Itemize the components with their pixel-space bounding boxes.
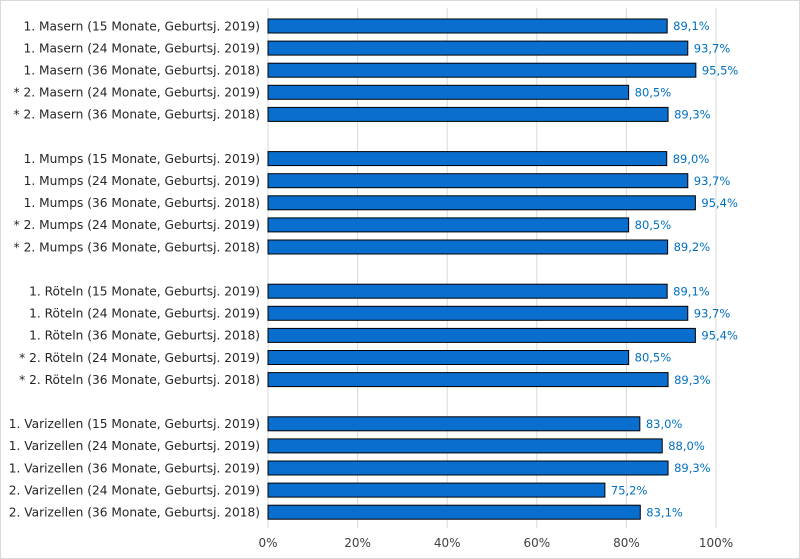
value-label: 93,7% — [694, 174, 731, 188]
value-label: 89,1% — [673, 19, 710, 33]
category-label: 1. Röteln (36 Monate, Geburtsj. 2018) — [29, 329, 260, 343]
category-label: 2. Varizellen (36 Monate, Geburtsj. 2018… — [9, 506, 260, 520]
bar — [267, 106, 669, 122]
x-tick-label: 80% — [613, 536, 640, 550]
bar — [267, 151, 668, 167]
value-label: 89,3% — [674, 461, 711, 475]
bar — [267, 350, 630, 365]
value-label: 75,2% — [611, 483, 648, 497]
value-label: 80,5% — [635, 218, 672, 232]
category-label: * 2. Masern (36 Monate, Geburtsj. 2018) — [14, 108, 260, 122]
category-label: 1. Varizellen (36 Monate, Geburtsj. 2019… — [9, 461, 260, 475]
bar — [267, 504, 641, 520]
category-label: 1. Masern (24 Monate, Geburtsj. 2019) — [23, 41, 260, 55]
x-tick-label: 20% — [344, 536, 371, 550]
bar — [267, 239, 669, 255]
x-tick-label: 100% — [699, 536, 733, 550]
value-label: 95,4% — [701, 196, 738, 210]
category-label: 1. Varizellen (15 Monate, Geburtsj. 2019… — [9, 417, 260, 431]
value-label: 80,5% — [635, 351, 672, 365]
value-label: 93,7% — [694, 41, 731, 55]
bar — [267, 18, 668, 34]
value-label: 89,0% — [673, 152, 710, 166]
bar — [267, 195, 696, 211]
value-label: 95,4% — [701, 329, 738, 343]
category-label: * 2. Röteln (24 Monate, Geburtsj. 2019) — [19, 351, 260, 365]
bar — [267, 460, 669, 476]
value-label: 83,1% — [646, 505, 683, 519]
x-tick-label: 60% — [523, 536, 550, 550]
value-label: 89,2% — [674, 240, 711, 254]
category-label: 1. Röteln (15 Monate, Geburtsj. 2019) — [29, 285, 260, 299]
category-label: 1. Mumps (15 Monate, Geburtsj. 2019) — [24, 152, 260, 166]
category-label: 1. Mumps (24 Monate, Geburtsj. 2019) — [24, 174, 260, 188]
x-tick-label: 40% — [434, 536, 461, 550]
value-label: 95,5% — [702, 63, 739, 77]
value-label: 89,1% — [673, 284, 710, 298]
bar — [267, 372, 669, 388]
bar — [267, 305, 689, 321]
category-label: * 2. Röteln (36 Monate, Geburtsj. 2018) — [19, 373, 260, 387]
bar — [267, 40, 689, 56]
bars — [267, 18, 697, 520]
labels: 1. Masern (15 Monate, Geburtsj. 2019) 89,… — [9, 19, 739, 519]
value-label: 89,3% — [674, 373, 711, 387]
category-label: 1. Masern (15 Monate, Geburtsj. 2019) — [23, 19, 260, 33]
bar — [267, 416, 641, 432]
category-label: 1. Varizellen (24 Monate, Geburtsj. 2019… — [9, 439, 260, 453]
x-axis-ticks: 0% 20% 40% 60% 80% 100% — [258, 536, 733, 550]
bar — [267, 438, 663, 454]
category-label: 1. Mumps (36 Monate, Geburtsj. 2018) — [24, 196, 260, 210]
bar — [267, 482, 606, 498]
x-tick-label: 0% — [258, 536, 277, 550]
bar — [267, 62, 697, 78]
bar — [267, 173, 689, 189]
bar — [267, 84, 630, 100]
bar — [267, 217, 630, 233]
category-label: 2. Varizellen (24 Monate, Geburtsj. 2019… — [9, 483, 260, 497]
value-label: 80,5% — [635, 86, 672, 100]
category-label: * 2. Mumps (36 Monate, Geburtsj. 2018) — [14, 240, 260, 254]
category-label: 1. Röteln (24 Monate, Geburtsj. 2019) — [29, 307, 260, 321]
value-label: 88,0% — [668, 439, 705, 453]
category-label: * 2. Masern (24 Monate, Geburtsj. 2019) — [14, 86, 260, 100]
bar — [267, 327, 696, 343]
value-label: 83,0% — [646, 417, 683, 431]
category-label: * 2. Mumps (24 Monate, Geburtsj. 2019) — [14, 218, 260, 232]
value-label: 89,3% — [674, 108, 711, 122]
category-label: 1. Masern (36 Monate, Geburtsj. 2018) — [23, 64, 260, 78]
bar — [267, 283, 668, 299]
value-label: 93,7% — [694, 307, 731, 321]
